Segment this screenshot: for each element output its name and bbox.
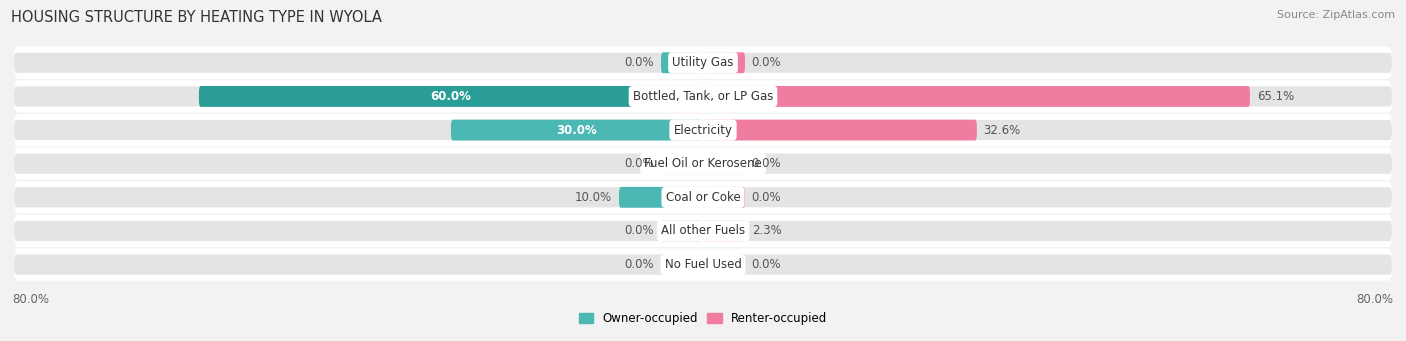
FancyBboxPatch shape [703,187,745,208]
FancyBboxPatch shape [14,53,1392,73]
FancyBboxPatch shape [661,254,703,275]
Text: HOUSING STRUCTURE BY HEATING TYPE IN WYOLA: HOUSING STRUCTURE BY HEATING TYPE IN WYO… [11,10,382,25]
Text: 0.0%: 0.0% [752,258,782,271]
FancyBboxPatch shape [661,221,703,241]
FancyBboxPatch shape [703,254,745,275]
FancyBboxPatch shape [14,254,1392,275]
Legend: Owner-occupied, Renter-occupied: Owner-occupied, Renter-occupied [579,312,827,325]
FancyBboxPatch shape [14,153,1392,174]
FancyBboxPatch shape [661,53,703,73]
FancyBboxPatch shape [703,53,745,73]
FancyBboxPatch shape [703,86,1250,107]
Text: Utility Gas: Utility Gas [672,56,734,69]
Text: 0.0%: 0.0% [752,191,782,204]
FancyBboxPatch shape [14,114,1392,146]
FancyBboxPatch shape [14,47,1392,79]
FancyBboxPatch shape [14,249,1392,281]
Text: Bottled, Tank, or LP Gas: Bottled, Tank, or LP Gas [633,90,773,103]
FancyBboxPatch shape [451,120,703,140]
FancyBboxPatch shape [14,120,1392,140]
Text: Fuel Oil or Kerosene: Fuel Oil or Kerosene [644,157,762,170]
Text: All other Fuels: All other Fuels [661,224,745,237]
Text: 2.3%: 2.3% [752,224,782,237]
FancyBboxPatch shape [14,181,1392,213]
Text: 60.0%: 60.0% [430,90,471,103]
Text: 30.0%: 30.0% [557,123,598,136]
Text: 0.0%: 0.0% [624,258,654,271]
Text: 32.6%: 32.6% [984,123,1021,136]
FancyBboxPatch shape [661,153,703,174]
Text: 0.0%: 0.0% [752,157,782,170]
FancyBboxPatch shape [703,120,977,140]
Text: No Fuel Used: No Fuel Used [665,258,741,271]
Text: 0.0%: 0.0% [624,224,654,237]
FancyBboxPatch shape [14,215,1392,247]
Text: Electricity: Electricity [673,123,733,136]
FancyBboxPatch shape [703,153,745,174]
FancyBboxPatch shape [14,148,1392,180]
FancyBboxPatch shape [14,221,1392,241]
FancyBboxPatch shape [14,86,1392,106]
FancyBboxPatch shape [14,80,1392,113]
Text: 0.0%: 0.0% [624,157,654,170]
Text: Source: ZipAtlas.com: Source: ZipAtlas.com [1277,10,1395,20]
Text: 10.0%: 10.0% [575,191,612,204]
FancyBboxPatch shape [14,187,1392,207]
Text: Coal or Coke: Coal or Coke [665,191,741,204]
Text: 0.0%: 0.0% [624,56,654,69]
FancyBboxPatch shape [703,221,745,241]
Text: 0.0%: 0.0% [752,56,782,69]
FancyBboxPatch shape [619,187,703,208]
Text: 65.1%: 65.1% [1257,90,1294,103]
FancyBboxPatch shape [198,86,703,107]
